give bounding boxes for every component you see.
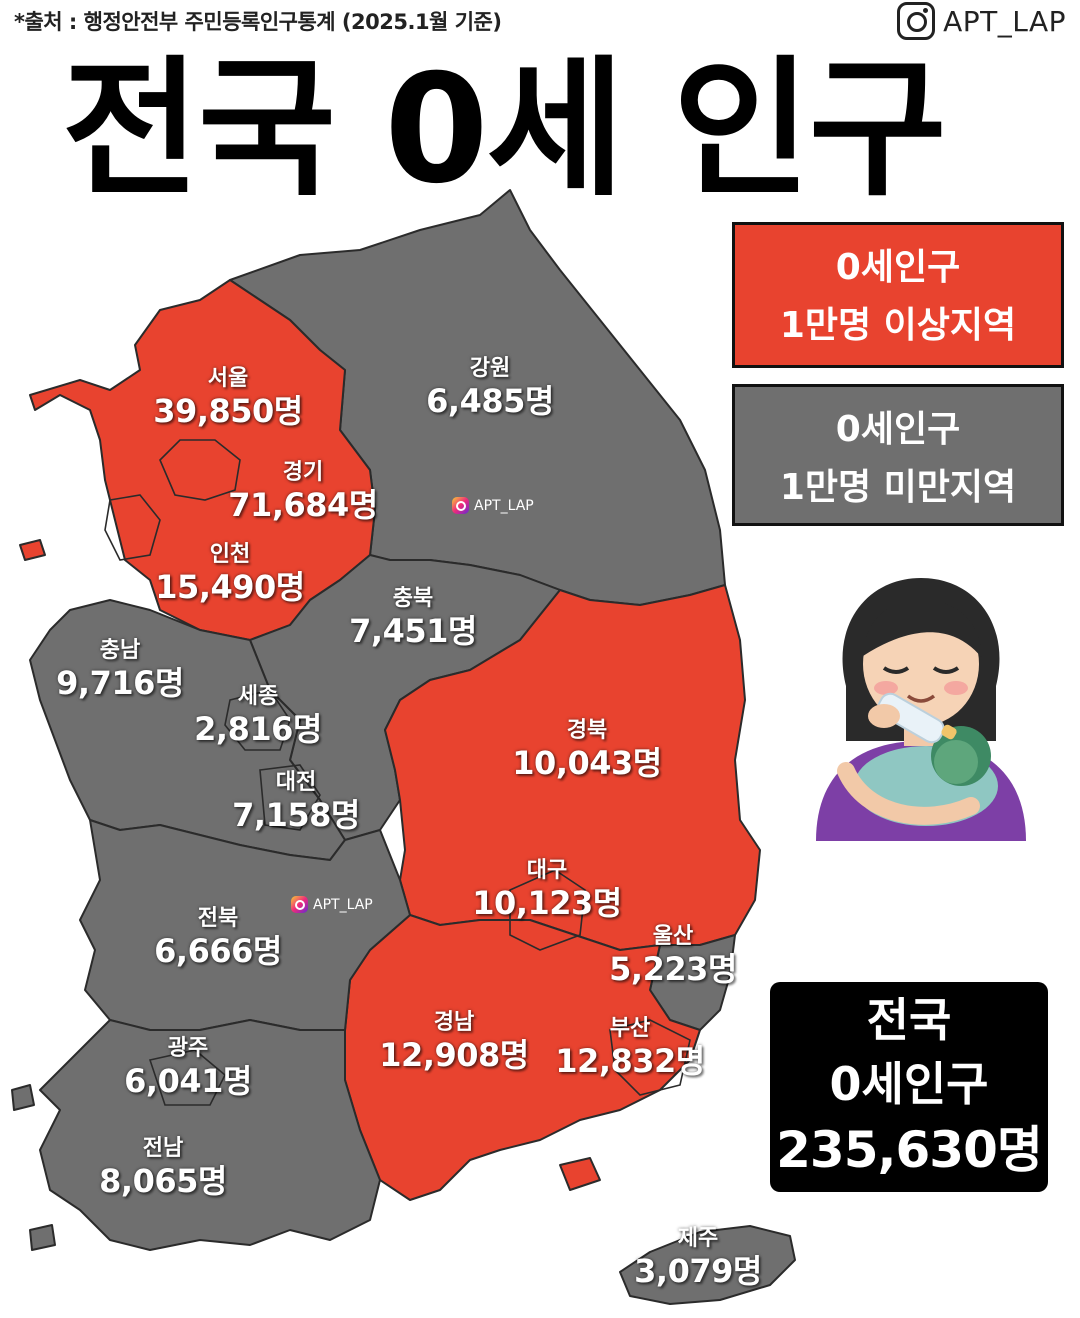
label-jeonbuk: 전북 6,666명 <box>154 906 282 970</box>
label-daegu: 대구 10,123명 <box>472 858 622 922</box>
boundary-incheon <box>104 494 161 561</box>
label-chungbuk: 충북 7,451명 <box>349 586 477 650</box>
source-note: *출처 : 행정안전부 주민등록인구통계 (2025.1월 기준) <box>14 10 502 34</box>
label-busan: 부산 12,832명 <box>555 1016 705 1080</box>
instagram-icon <box>291 896 308 913</box>
instagram-icon <box>452 497 469 514</box>
label-sejong: 세종 2,816명 <box>194 684 322 748</box>
label-gwangju: 광주 6,041명 <box>124 1036 252 1100</box>
legend-over-10k: 0세인구 1만명 이상지역 <box>732 222 1064 368</box>
total-box: 전국 0세인구 235,630명 <box>770 982 1048 1192</box>
watermark-middle: APT_LAP <box>291 896 373 913</box>
island-south-1 <box>11 1084 35 1111</box>
label-incheon: 인천 15,490명 <box>155 542 305 606</box>
boundary-seoul <box>159 439 241 501</box>
page-title: 전국 0세 인구 <box>62 43 947 217</box>
label-gyeongbuk: 경북 10,043명 <box>512 718 662 782</box>
boundary-sejong <box>224 689 291 751</box>
region-jeonbuk <box>79 819 411 1031</box>
boundary-gwangju <box>148 1049 226 1106</box>
boundary-daejeon <box>259 764 321 831</box>
region-jeonnam <box>39 1019 381 1251</box>
legend-under-10k: 0세인구 1만명 미만지역 <box>732 384 1064 526</box>
label-gangwon: 강원 6,485명 <box>426 356 554 420</box>
label-seoul: 서울 39,850명 <box>153 366 303 430</box>
island-south-2 <box>29 1224 56 1251</box>
breastfeeding-mother-icon <box>816 578 1026 841</box>
region-gyeonggi <box>29 279 376 641</box>
brand-badge: APT_LAP <box>897 2 1066 40</box>
label-gyeonggi: 경기 71,684명 <box>228 460 378 524</box>
island-south-3 <box>559 1157 601 1191</box>
label-gyeongnam: 경남 12,908명 <box>379 1010 529 1074</box>
label-jeju: 제주 3,079명 <box>634 1226 762 1290</box>
brand-handle: APT_LAP <box>943 4 1066 38</box>
instagram-icon <box>897 2 936 40</box>
label-daejeon: 대전 7,158명 <box>232 770 360 834</box>
boundary-busan <box>609 1019 691 1096</box>
label-jeonnam: 전남 8,065명 <box>99 1136 227 1200</box>
region-jeju <box>619 1225 796 1305</box>
island-west <box>19 539 46 561</box>
label-ulsan: 울산 5,223명 <box>609 924 737 988</box>
label-chungnam: 충남 9,716명 <box>56 638 184 702</box>
watermark-top: APT_LAP <box>452 497 534 514</box>
boundary-daegu <box>509 869 586 951</box>
